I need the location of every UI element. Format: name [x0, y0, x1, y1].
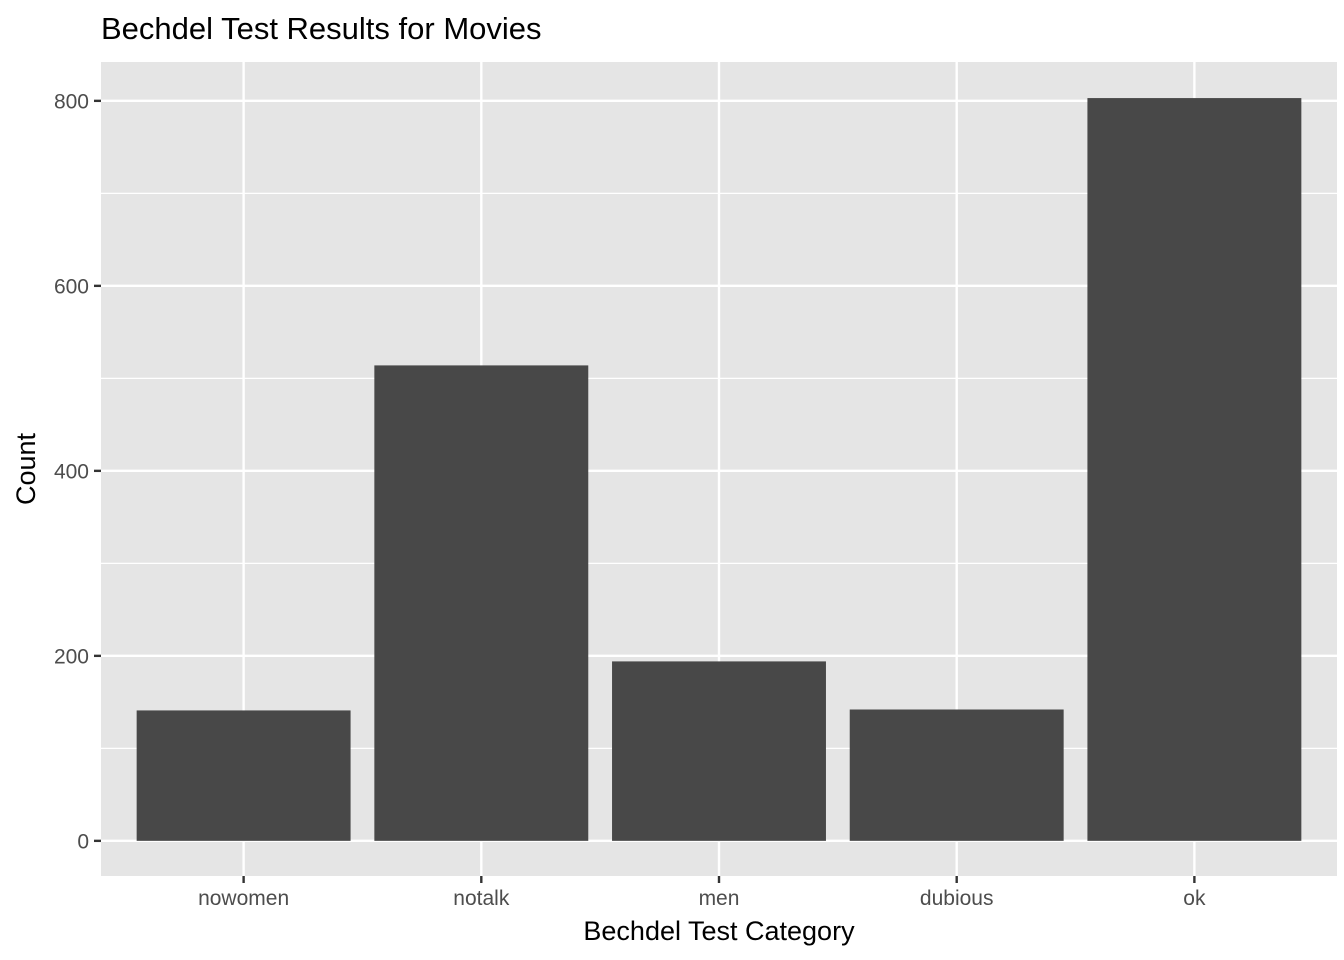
bar-nowomen [136, 710, 351, 841]
bar-dubious [849, 709, 1064, 841]
x-tick-label: notalk [453, 887, 510, 910]
y-axis: 0 200 400 600 800 [54, 90, 101, 853]
x-tick-label: ok [1183, 887, 1206, 910]
y-tick-label: 400 [54, 460, 89, 483]
x-axis-title: Bechdel Test Category [583, 916, 855, 946]
chart-title: Bechdel Test Results for Movies [101, 11, 542, 46]
bar-notalk [374, 365, 589, 841]
y-tick-label: 600 [54, 275, 89, 298]
y-tick-label: 800 [54, 90, 89, 113]
y-tick-label: 0 [77, 830, 89, 853]
bars [136, 98, 1302, 841]
bar-men [612, 661, 826, 841]
bar-ok [1087, 98, 1302, 841]
y-axis-title: Count [11, 432, 41, 505]
x-axis: nowomen notalk men dubious ok [198, 876, 1206, 910]
x-tick-label: dubious [920, 887, 994, 910]
y-tick-label: 200 [54, 645, 89, 668]
x-tick-label: men [699, 887, 740, 910]
x-tick-label: nowomen [198, 887, 289, 910]
